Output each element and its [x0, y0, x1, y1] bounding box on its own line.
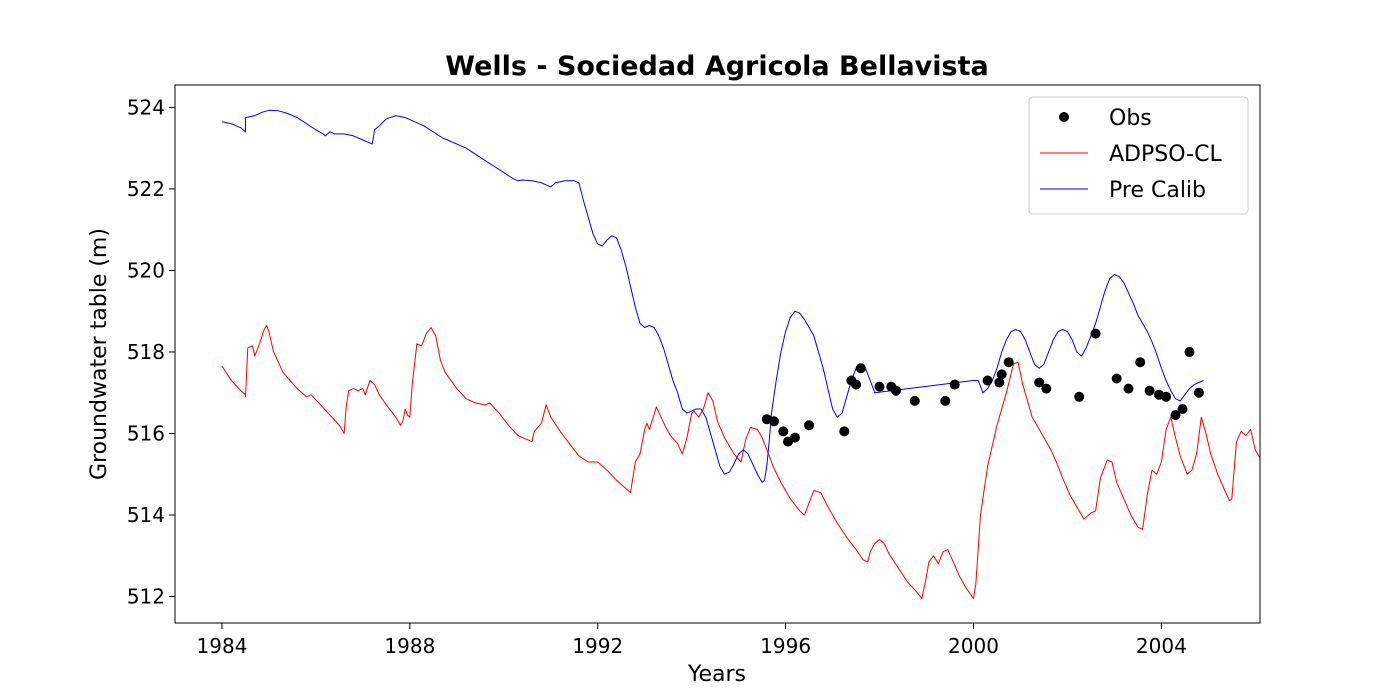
obs-point	[909, 395, 920, 406]
plot-frame	[174, 84, 1261, 624]
x-tick-label: 2000	[948, 634, 999, 658]
obs-point	[1034, 377, 1045, 388]
obs-point	[996, 369, 1007, 380]
x-tick-label: 2004	[1136, 634, 1187, 658]
legend-box	[1028, 96, 1249, 215]
obs-point	[1090, 328, 1101, 339]
y-axis: 512 514 516 518 520 522 524	[127, 95, 175, 609]
x-axis: 1984 1988 1992 1996 2000 2004	[197, 623, 1187, 658]
obs-point	[1111, 373, 1122, 384]
series-layer	[221, 109, 1260, 599]
obs-point	[874, 381, 885, 392]
obs-point	[790, 432, 800, 443]
obs-point	[891, 385, 901, 396]
x-tick-label: 1992	[572, 634, 623, 658]
series-line-pre-calib	[221, 109, 1204, 483]
obs-point	[855, 363, 866, 374]
series-line-adpso-cl	[221, 325, 1260, 599]
obs-point	[1135, 357, 1146, 368]
x-axis-label: Years	[687, 662, 746, 687]
obs-point	[1193, 387, 1204, 398]
legend-label-obs: Obs	[1109, 106, 1152, 131]
x-tick-label: 1984	[197, 634, 248, 658]
legend: Obs ADPSO-CL Pre Calib	[1028, 96, 1249, 215]
y-axis-label: Groundwater table (m)	[87, 228, 112, 480]
obs-point	[1170, 410, 1181, 421]
y-tick-label: 518	[127, 340, 165, 364]
obs-point	[804, 420, 815, 431]
obs-point	[1041, 383, 1052, 394]
obs-point	[982, 375, 993, 386]
obs-point	[851, 379, 862, 390]
obs-point	[1144, 385, 1155, 396]
obs-point	[778, 426, 789, 437]
x-tick-label: 1988	[384, 634, 435, 658]
obs-point	[1184, 347, 1195, 357]
obs-point	[768, 416, 779, 427]
y-tick-label: 524	[127, 95, 165, 119]
x-tick-label: 1996	[760, 634, 811, 658]
obs-point	[1074, 391, 1085, 402]
legend-marker-obs	[1059, 112, 1069, 122]
obs-point	[940, 395, 951, 406]
y-tick-label: 516	[127, 421, 165, 445]
y-tick-label: 520	[127, 258, 165, 282]
obs-point	[1003, 357, 1014, 368]
chart-title: Wells - Sociedad Agricola Bellavista	[445, 51, 988, 82]
obs-point	[1123, 383, 1134, 394]
obs-point	[1161, 391, 1172, 402]
y-tick-label: 514	[127, 503, 165, 527]
y-tick-label: 522	[127, 177, 165, 201]
obs-point	[949, 379, 960, 390]
obs-point	[839, 426, 850, 437]
legend-label-adpso: ADPSO-CL	[1109, 142, 1222, 167]
legend-label-precalib: Pre Calib	[1109, 178, 1206, 203]
obs-point	[1177, 404, 1188, 414]
y-tick-label: 512	[127, 585, 165, 609]
obs-point	[994, 377, 1005, 388]
